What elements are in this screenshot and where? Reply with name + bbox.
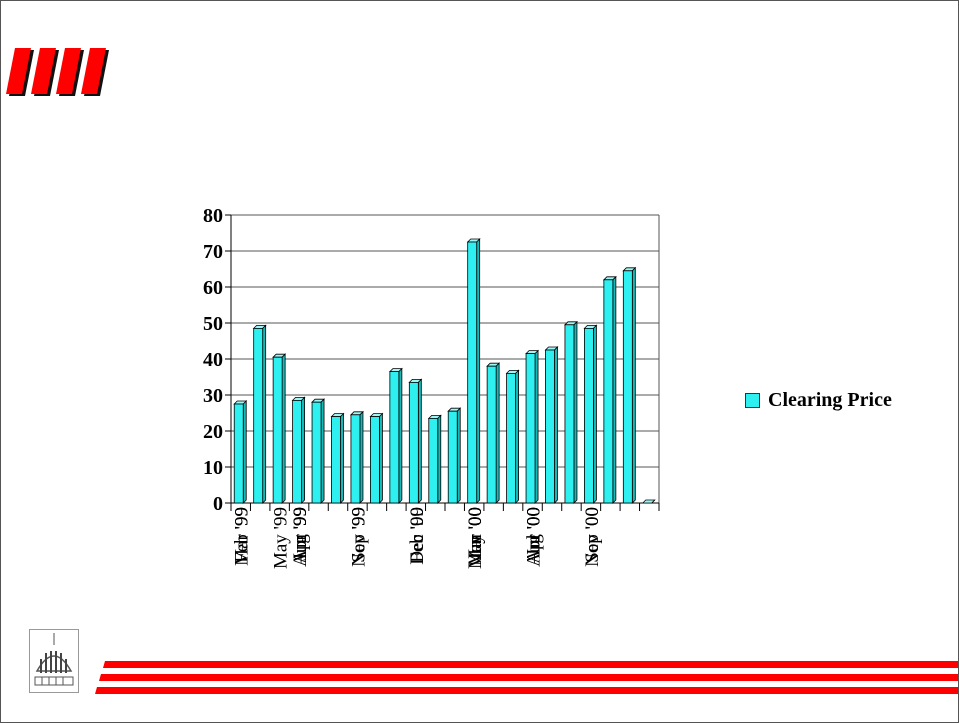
y-tick-label: 0 — [213, 493, 223, 515]
bar-side — [456, 407, 461, 504]
bar — [331, 416, 341, 504]
bar — [233, 403, 244, 504]
bar — [622, 270, 633, 504]
bar-side — [495, 362, 500, 504]
x-tick-label: Sep '99 — [348, 507, 369, 563]
x-tick-label: Nov '99 — [348, 507, 369, 567]
x-tick-label: Feb '99 — [232, 507, 253, 563]
bar-side — [379, 412, 383, 504]
x-tick-label: May '00 — [465, 507, 486, 569]
bar — [467, 241, 478, 504]
x-tick-label: Sep '00 — [582, 507, 603, 563]
x-tick-label: Mar '99 — [232, 507, 253, 566]
y-tick-label: 30 — [203, 385, 223, 407]
red-stripes-logo-icon — [6, 48, 109, 96]
legend-swatch — [745, 393, 760, 408]
bar-side — [476, 238, 481, 504]
bar-side — [340, 412, 344, 504]
y-tick-label: 20 — [203, 421, 223, 443]
x-tick-label: Aug '00 — [524, 507, 545, 567]
y-tick-label: 40 — [203, 349, 223, 371]
bar — [370, 416, 380, 504]
bar — [311, 401, 322, 504]
y-tick-label: 50 — [203, 313, 223, 335]
bar — [408, 381, 419, 504]
x-tick-label: Nov '00 — [582, 507, 603, 567]
x-tick-label: Jun '99 — [290, 507, 311, 561]
bar — [486, 365, 497, 504]
x-tick-label: Apr '00 — [524, 507, 545, 564]
bar — [564, 324, 575, 504]
x-tick-label: Jun '00 — [465, 507, 486, 561]
bar-side — [631, 266, 636, 504]
x-tick-label: Mar '00 — [465, 507, 486, 566]
bar-side — [262, 324, 267, 504]
bar — [428, 417, 439, 504]
footer-red-stripes — [95, 661, 958, 694]
legend-label: Clearing Price — [768, 389, 892, 411]
x-tick-label: Dec '99 — [407, 507, 428, 565]
bar — [272, 356, 283, 504]
x-tick-label: Jul '00 — [524, 507, 545, 556]
bar-side — [515, 369, 519, 504]
bar-side — [437, 414, 442, 504]
bar-side — [242, 400, 247, 504]
bar — [292, 399, 302, 504]
capitol-seal-icon — [29, 629, 79, 693]
y-tick-label: 80 — [203, 205, 223, 227]
bar-side — [573, 320, 578, 504]
bar — [525, 353, 536, 504]
bar-side — [554, 346, 558, 504]
bar — [350, 414, 361, 504]
bar — [389, 371, 400, 504]
bar-side — [301, 396, 305, 504]
x-tick-label: Apr '99 — [290, 507, 311, 564]
bar — [447, 410, 458, 504]
x-tick-label: Aug '99 — [290, 507, 311, 567]
bar-side — [320, 398, 325, 504]
y-tick-label: 60 — [203, 277, 223, 299]
bar — [584, 327, 594, 504]
bar — [603, 279, 614, 504]
bar-side — [651, 499, 656, 504]
bar-side — [281, 353, 286, 504]
bar-side — [593, 324, 597, 504]
bar — [506, 372, 516, 504]
bar — [253, 327, 264, 504]
y-tick-label: 70 — [203, 241, 223, 263]
bar-side — [417, 378, 422, 504]
bar-side — [534, 349, 539, 504]
y-tick-label: 10 — [203, 457, 223, 479]
bar-side — [398, 367, 403, 504]
x-tick-label: Feb '00 — [407, 507, 428, 563]
x-tick-label: May '99 — [271, 507, 292, 569]
bar-side — [612, 275, 617, 504]
chart-legend: Clearing Price — [745, 389, 892, 412]
bar-side — [359, 410, 364, 504]
bar — [545, 349, 555, 504]
